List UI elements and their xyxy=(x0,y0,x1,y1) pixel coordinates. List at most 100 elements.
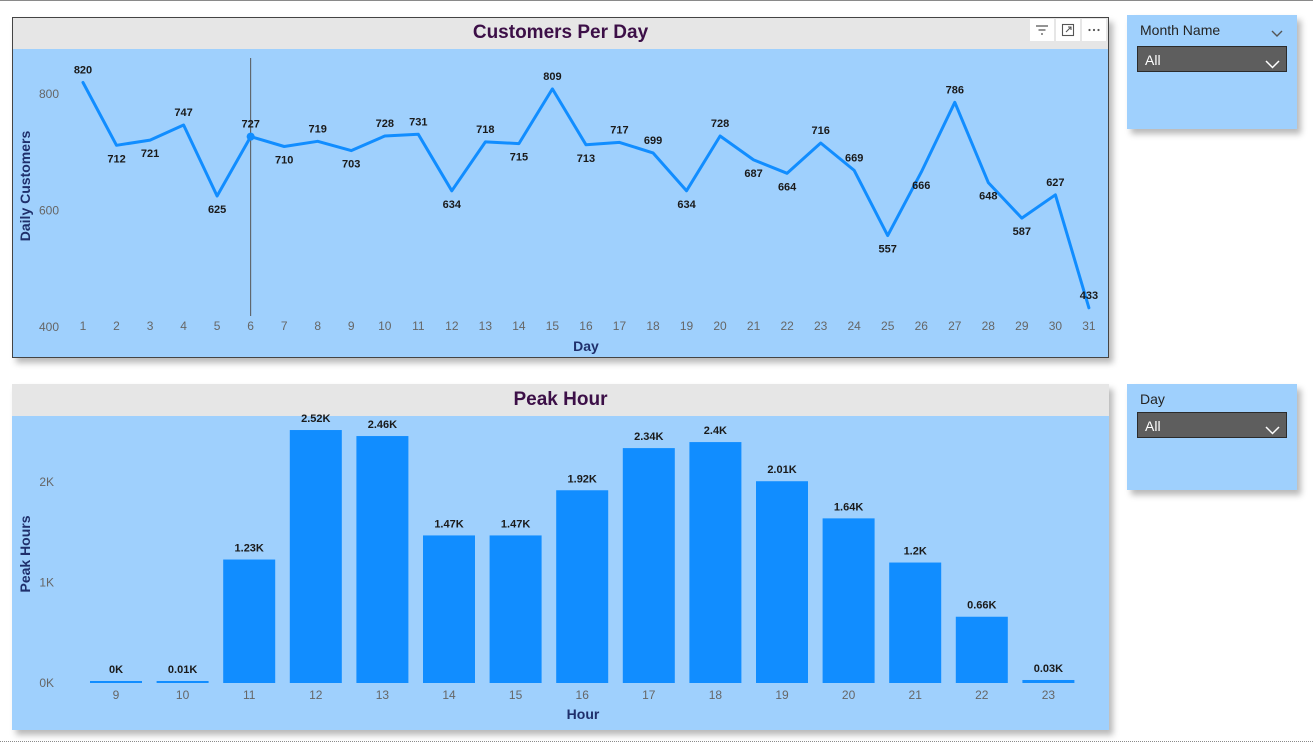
y-axis-title: Daily Customers xyxy=(17,131,33,242)
data-label: 0.01K xyxy=(168,664,197,676)
bar xyxy=(622,448,675,683)
x-tick-label: 1 xyxy=(80,319,87,333)
chevron-down-icon xyxy=(1265,420,1280,439)
data-label: 669 xyxy=(845,152,863,164)
data-label: 747 xyxy=(174,107,192,119)
x-tick-label: 19 xyxy=(775,688,789,702)
peak-hour-visual[interactable]: Peak Hour 0K 1K 2K 0K 9 0.01K 10 1.23K 11 2.52K 12… xyxy=(12,384,1109,730)
data-label: 1.47K xyxy=(434,518,463,530)
x-tick-label: 16 xyxy=(579,319,593,333)
data-label: 587 xyxy=(1013,226,1031,238)
x-tick-label: 14 xyxy=(442,688,456,702)
month-slicer-title: Month Name xyxy=(1140,22,1221,38)
bar xyxy=(156,681,209,683)
chevron-down-icon[interactable] xyxy=(1271,23,1283,42)
data-label: 820 xyxy=(74,64,92,76)
day-slicer-title: Day xyxy=(1140,391,1165,407)
bar xyxy=(955,616,1008,683)
x-tick-label: 31 xyxy=(1082,319,1096,333)
bar xyxy=(756,481,808,683)
x-tick-label: 30 xyxy=(1049,319,1063,333)
x-tick-label: 9 xyxy=(113,688,120,702)
x-tick-label: 15 xyxy=(509,688,523,702)
x-tick-label: 22 xyxy=(975,688,989,702)
x-tick-label: 14 xyxy=(512,319,526,333)
x-tick-label: 24 xyxy=(848,319,862,333)
y-axis-title: Peak Hours xyxy=(17,515,33,592)
data-label: 625 xyxy=(208,204,226,216)
x-tick-label: 19 xyxy=(680,319,694,333)
data-label: 0.66K xyxy=(967,600,996,612)
x-tick-label: 5 xyxy=(214,319,221,333)
x-tick-label: 9 xyxy=(348,319,355,333)
x-tick-label: 25 xyxy=(881,319,895,333)
month-slicer-value: All xyxy=(1145,52,1161,68)
day-slicer-value: All xyxy=(1145,418,1161,434)
bar xyxy=(223,559,276,683)
bar xyxy=(822,518,875,683)
data-label: 2.52K xyxy=(301,413,330,425)
bottom-border xyxy=(0,741,1313,742)
focus-mode-icon[interactable] xyxy=(1056,19,1080,41)
x-tick-label: 4 xyxy=(180,319,187,333)
customers-per-day-visual[interactable]: Customers Per Day 400 600 800 1 2 3 4 5 6 7 8 9 10 11… xyxy=(12,17,1109,358)
data-label: 664 xyxy=(778,181,797,193)
data-label: 718 xyxy=(476,124,494,136)
highlight-point xyxy=(246,132,255,141)
x-tick-label: 20 xyxy=(842,688,856,702)
x-tick-label: 11 xyxy=(243,688,256,702)
data-label: 2.01K xyxy=(767,464,796,476)
x-tick-label: 13 xyxy=(376,688,390,702)
x-tick-label: 21 xyxy=(909,688,923,702)
data-label: 1.92K xyxy=(568,473,597,485)
series-line xyxy=(81,81,1091,310)
month-slicer-dropdown[interactable]: All xyxy=(1137,46,1287,72)
day-slicer-dropdown[interactable]: All xyxy=(1137,412,1287,438)
x-tick-label: 16 xyxy=(576,688,590,702)
peak-hour-chart-title: Peak Hour xyxy=(12,384,1109,416)
data-label: 713 xyxy=(577,153,595,165)
data-label: 2.4K xyxy=(704,425,727,437)
data-label: 1.64K xyxy=(834,501,863,513)
x-tick-label: 27 xyxy=(948,319,962,333)
x-tick-label: 8 xyxy=(314,319,321,333)
data-label: 2.34K xyxy=(634,431,663,443)
x-tick-label: 7 xyxy=(281,319,288,333)
x-axis-title: Day xyxy=(573,338,599,354)
bar xyxy=(489,535,542,683)
x-tick-label: 15 xyxy=(546,319,560,333)
data-label: 634 xyxy=(677,199,696,211)
data-label: 1.2K xyxy=(904,546,927,558)
x-tick-label: 17 xyxy=(642,688,656,702)
data-label: 716 xyxy=(811,125,829,137)
data-label: 731 xyxy=(409,116,427,128)
more-options-icon[interactable] xyxy=(1082,19,1106,41)
y-tick-label: 600 xyxy=(39,204,59,218)
data-label: 0.03K xyxy=(1034,663,1063,675)
data-label: 666 xyxy=(912,180,930,192)
month-name-slicer[interactable]: Month Name All xyxy=(1127,15,1297,129)
data-label: 627 xyxy=(1046,177,1064,189)
filter-icon[interactable] xyxy=(1030,19,1054,41)
bar xyxy=(356,436,409,683)
data-label: 648 xyxy=(979,191,997,203)
x-tick-label: 29 xyxy=(1015,319,1029,333)
x-tick-label: 28 xyxy=(982,319,996,333)
data-label: 809 xyxy=(543,71,561,83)
bar xyxy=(423,535,475,683)
customers-chart-title: Customers Per Day xyxy=(13,18,1108,49)
x-tick-label: 23 xyxy=(814,319,828,333)
x-tick-label: 3 xyxy=(147,319,154,333)
data-label: 727 xyxy=(241,119,259,131)
data-label: 717 xyxy=(610,124,628,136)
x-tick-label: 10 xyxy=(176,688,190,702)
x-tick-label: 26 xyxy=(915,319,929,333)
x-tick-label: 20 xyxy=(713,319,727,333)
data-label: 687 xyxy=(744,168,762,180)
data-label: 1.23K xyxy=(235,543,264,555)
data-label: 728 xyxy=(376,118,394,130)
x-tick-label: 10 xyxy=(378,319,392,333)
data-label: 710 xyxy=(275,155,293,167)
day-slicer[interactable]: Day All xyxy=(1127,384,1297,490)
